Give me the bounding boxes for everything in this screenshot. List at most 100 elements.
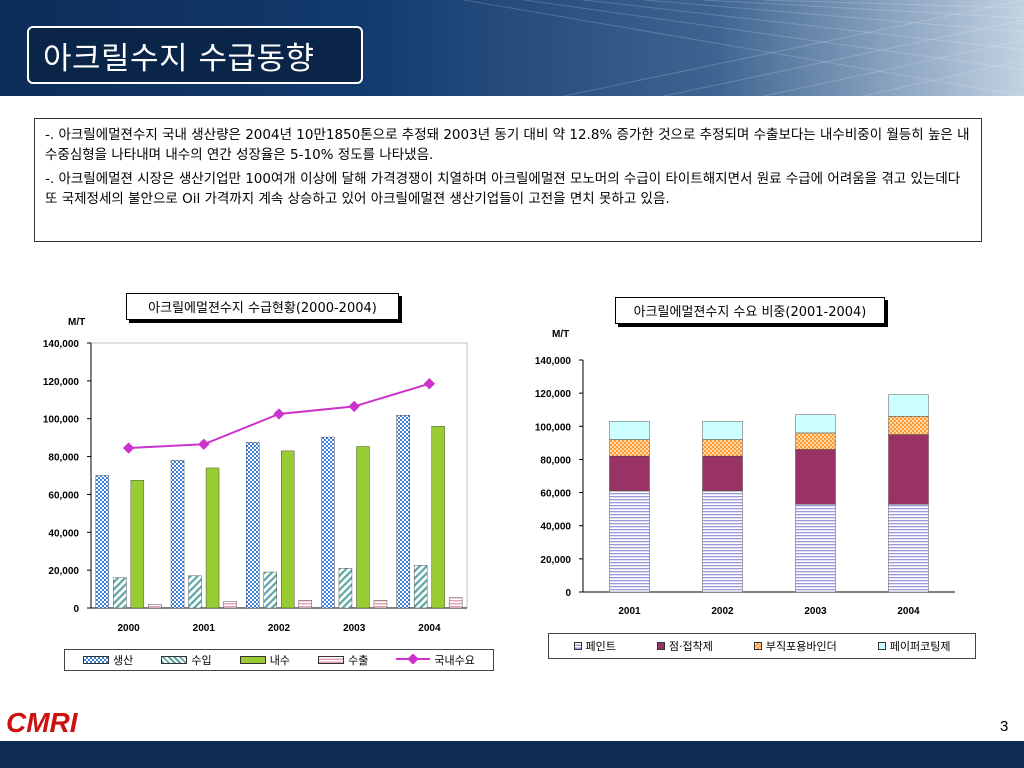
chart1-x-tick-label: 2000 xyxy=(117,623,140,634)
chart1-bar-수출-2002 xyxy=(298,600,312,609)
description-paragraph-1: -. 아크릴에멀젼수지 국내 생산량은 2004년 10만1850톤으로 추정돼… xyxy=(45,127,970,163)
title-box: 아크릴수지 수급동향 xyxy=(27,26,363,84)
chart1-y-tick-label: 40,000 xyxy=(48,528,79,539)
chart1-y-tick-label: 0 xyxy=(73,604,79,615)
chart2-bar-페이퍼코팅제-2004 xyxy=(888,394,929,417)
chart1-point-국내수요-2000 xyxy=(122,442,135,454)
chart1-y-tick-label: 120,000 xyxy=(43,377,80,388)
chart1-x-tick-label: 2002 xyxy=(268,623,291,634)
chart1-y-tick-label: 140,000 xyxy=(43,339,80,350)
chart1-legend-item: 국내수요 xyxy=(396,652,475,668)
chart1-bar-생산-2001 xyxy=(170,460,185,609)
chart1-legend-item: 내수 xyxy=(239,652,290,668)
chart1-x-tick-label: 2001 xyxy=(193,623,216,634)
chart1-y-tick-label: 20,000 xyxy=(48,566,79,577)
chart1-legend-swatch xyxy=(83,656,110,664)
chart1-legend-label: 생산 xyxy=(113,654,134,667)
chart1-legend-item: 수입 xyxy=(161,652,212,668)
chart2-bar-부직포용바인더-2004 xyxy=(888,416,929,435)
chart1-title: 아크릴에멀젼수지 수급현황(2000-2004) xyxy=(148,301,377,316)
chart2-bar-부직포용바인더-2002 xyxy=(702,439,743,457)
chart2-y-tick-label: 100,000 xyxy=(535,422,572,433)
chart1-bar-내수-2001 xyxy=(205,467,220,609)
chart1-y-label: M/T xyxy=(68,317,85,328)
chart2-legend-label: 페이퍼코팅제 xyxy=(889,640,951,653)
header-banner: 아크릴수지 수급동향 xyxy=(0,0,1024,96)
chart2-y-label: M/T xyxy=(552,329,569,340)
chart1-legend-item: 수출 xyxy=(318,652,368,668)
chart2-legend-label: 페인트 xyxy=(585,640,616,653)
chart1-point-국내수요-2001 xyxy=(198,438,210,450)
cmri-logo: CMRI xyxy=(6,707,102,741)
chart2-bar-페인트-2004 xyxy=(888,503,929,593)
chart1-bar-내수-2003 xyxy=(356,446,370,609)
chart2-plot: 0 20,000 40,000 60,000 80,000 100,000 120,000 1… xyxy=(535,329,955,617)
chart1-point-국내수요-2004 xyxy=(423,378,436,390)
chart1-bar-수입-2000 xyxy=(113,577,127,609)
chart1-bar-내수-2000 xyxy=(130,480,145,609)
chart1-legend-item: 생산 xyxy=(83,652,133,668)
chart1-y-tick-label: 100,000 xyxy=(43,415,80,426)
chart1-legend-swatch xyxy=(161,656,188,664)
chart2-legend-item: 페이퍼코팅제 xyxy=(877,638,951,654)
chart1-bar-수입-2001 xyxy=(188,575,202,609)
chart1-bar-생산-2004 xyxy=(396,415,410,609)
chart1-bar-수출-2000 xyxy=(148,604,162,609)
description-paragraph-2: -. 아크릴에멀젼 시장은 생산기업만 100여개 이상에 달해 가격경쟁이 치… xyxy=(45,171,961,207)
chart2-legend-item: 페인트 xyxy=(573,638,616,654)
chart2-legend-swatch xyxy=(877,642,886,650)
chart1-bar-내수-2002 xyxy=(281,450,295,609)
chart1-legend-label: 수입 xyxy=(191,654,212,667)
chart2-legend-swatch xyxy=(656,642,665,650)
chart1-bar-내수-2004 xyxy=(431,426,445,609)
chart1-legend-swatch xyxy=(239,656,266,664)
page-number: 3 xyxy=(1000,718,1009,735)
chart1-bar-수입-2002 xyxy=(263,571,277,609)
chart2-title-box: 아크릴에멀젼수지 수요 비중(2001-2004) xyxy=(615,297,885,324)
chart2-legend-item: 점·접착제 xyxy=(656,638,713,654)
chart1-legend-swatch xyxy=(396,652,431,667)
chart2-y-tick-label: 120,000 xyxy=(535,389,572,400)
chart2-legend-label: 점·접착제 xyxy=(668,640,713,653)
chart1-bar-수출-2004 xyxy=(448,597,463,609)
chart1-x-tick-label: 2004 xyxy=(418,623,441,634)
chart2-bar-페이퍼코팅제-2001 xyxy=(609,421,650,440)
chart1-title-box: 아크릴에멀젼수지 수급현황(2000-2004) xyxy=(126,293,399,320)
chart2-bar-점·접착제-2002 xyxy=(702,455,743,492)
chart1-legend-swatch xyxy=(318,656,345,664)
chart1-bar-수출-2001 xyxy=(223,601,237,609)
chart2-bar-페이퍼코팅제-2003 xyxy=(795,414,836,434)
chart2-bar-점·접착제-2004 xyxy=(888,434,929,505)
chart2-y-tick-label: 0 xyxy=(565,588,571,599)
chart2-title: 아크릴에멀젼수지 수요 비중(2001-2004) xyxy=(633,305,867,320)
chart2-x-tick-label: 2002 xyxy=(711,606,734,617)
chart1-legend-label: 국내수요 xyxy=(434,654,475,667)
chart1-bar-수입-2004 xyxy=(413,565,428,609)
header-decoration xyxy=(464,0,1024,96)
chart1-legend: 생산 수입 내수 수출 국내수요 xyxy=(64,649,494,671)
chart1-plot: 0 20,000 40,000 60,000 80,000 100,000 120,000 1… xyxy=(43,317,468,634)
chart1-plot-area xyxy=(90,342,468,609)
chart2-bar-점·접착제-2001 xyxy=(609,455,650,492)
chart1-bar-생산-2003 xyxy=(321,436,335,609)
chart1-bar-생산-2000 xyxy=(95,475,110,609)
chart2-bar-부직포용바인더-2001 xyxy=(609,439,650,457)
chart2-y-tick-label: 40,000 xyxy=(540,522,571,533)
chart2-legend-item: 부직포용바인더 xyxy=(753,638,837,654)
chart2-legend: 페인트 점·접착제 부직포용바인더 페이퍼코팅제 xyxy=(548,633,976,659)
chart1-y-tick-label: 60,000 xyxy=(48,490,79,501)
chart2-bar-페인트-2002 xyxy=(702,490,743,593)
footer-bar xyxy=(0,741,1024,768)
chart1-x-tick-label: 2003 xyxy=(343,623,366,634)
chart2-legend-label: 부직포용바인더 xyxy=(765,640,837,653)
chart1-bar-수입-2003 xyxy=(338,568,353,609)
chart2-bar-페인트-2001 xyxy=(609,490,650,593)
chart2-x-tick-label: 2001 xyxy=(618,606,641,617)
logo-text: CMRI xyxy=(6,707,79,737)
chart2-bar-페인트-2003 xyxy=(795,503,836,593)
chart2-y-tick-label: 20,000 xyxy=(540,555,571,566)
chart1-bar-생산-2002 xyxy=(246,442,260,609)
chart1-y-tick-label: 80,000 xyxy=(48,453,79,464)
page-title: 아크릴수지 수급동향 xyxy=(43,40,315,77)
chart2-x-tick-label: 2004 xyxy=(897,606,920,617)
